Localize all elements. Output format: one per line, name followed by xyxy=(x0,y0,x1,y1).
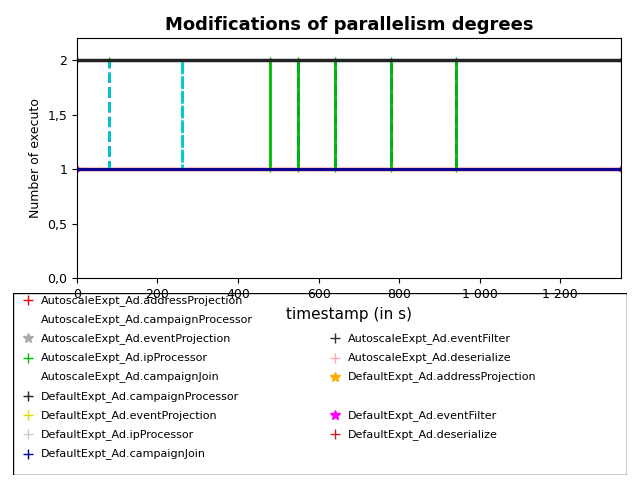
Text: AutoscaleExpt_Ad.eventFilter: AutoscaleExpt_Ad.eventFilter xyxy=(348,333,511,344)
Text: DefaultExpt_Ad.eventProjection: DefaultExpt_Ad.eventProjection xyxy=(40,410,217,421)
Text: AutoscaleExpt_Ad.ipProcessor: AutoscaleExpt_Ad.ipProcessor xyxy=(40,352,207,363)
Text: DefaultExpt_Ad.ipProcessor: DefaultExpt_Ad.ipProcessor xyxy=(40,429,194,440)
Text: AutoscaleExpt_Ad.eventProjection: AutoscaleExpt_Ad.eventProjection xyxy=(40,333,231,344)
Text: AutoscaleExpt_Ad.addressProjection: AutoscaleExpt_Ad.addressProjection xyxy=(40,295,243,306)
Text: DefaultExpt_Ad.eventFilter: DefaultExpt_Ad.eventFilter xyxy=(348,410,497,421)
Title: Modifications of parallelism degrees: Modifications of parallelism degrees xyxy=(164,16,533,34)
Text: DefaultExpt_Ad.campaignProcessor: DefaultExpt_Ad.campaignProcessor xyxy=(40,391,239,402)
Text: DefaultExpt_Ad.deserialize: DefaultExpt_Ad.deserialize xyxy=(348,429,497,440)
Y-axis label: Number of executo: Number of executo xyxy=(29,98,42,218)
Text: AutoscaleExpt_Ad.campaignProcessor: AutoscaleExpt_Ad.campaignProcessor xyxy=(40,314,252,325)
Text: DefaultExpt_Ad.addressProjection: DefaultExpt_Ad.addressProjection xyxy=(348,372,536,383)
Text: AutoscaleExpt_Ad.campaignJoin: AutoscaleExpt_Ad.campaignJoin xyxy=(40,372,219,383)
X-axis label: timestamp (in s): timestamp (in s) xyxy=(286,307,412,322)
Text: AutoscaleExpt_Ad.deserialize: AutoscaleExpt_Ad.deserialize xyxy=(348,352,511,363)
Text: DefaultExpt_Ad.campaignJoin: DefaultExpt_Ad.campaignJoin xyxy=(40,448,205,459)
